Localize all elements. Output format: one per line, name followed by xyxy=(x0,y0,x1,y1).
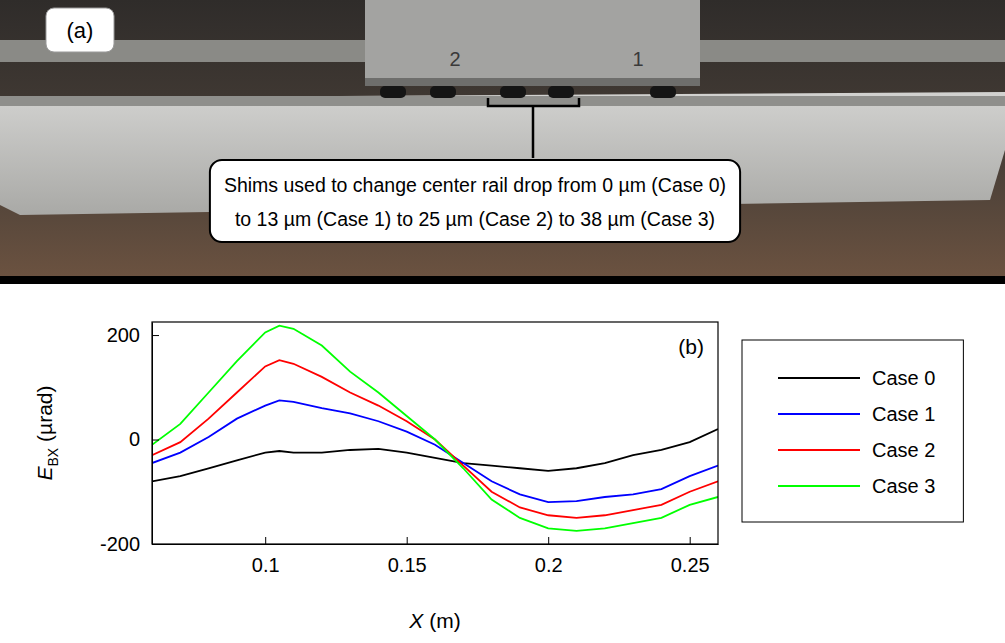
panel-letter: (a) xyxy=(67,18,94,43)
legend-label: Case 1 xyxy=(872,403,935,425)
foot-pad xyxy=(430,86,456,98)
y-tick-mark xyxy=(152,544,159,545)
carriage-edge xyxy=(365,78,700,86)
callout-text: Shims used to change center rail drop fr… xyxy=(224,174,726,196)
y-tick: 0 xyxy=(129,428,159,450)
bracket xyxy=(488,98,579,158)
y-tick-label: -200 xyxy=(100,533,140,555)
x-tick-mark xyxy=(407,537,408,544)
x-tick: 0.1 xyxy=(252,537,280,576)
x-tick: 0.15 xyxy=(388,537,427,576)
panel-a: 2 1 Shims used to change center rail drop … xyxy=(0,0,1005,276)
carriage xyxy=(365,0,700,86)
lines xyxy=(152,326,718,531)
x-tick-mark xyxy=(548,537,549,544)
callout-text: to 13 µm (Case 1) to 25 µm (Case 2) to 3… xyxy=(235,208,715,230)
y-axis-title-part: BX xyxy=(45,447,61,466)
x-tick-label: 0.1 xyxy=(252,554,280,576)
x-tick: 0.25 xyxy=(671,537,710,576)
x-tick-label: 0.15 xyxy=(388,554,427,576)
foot-pad xyxy=(650,86,676,98)
legend-label: Case 0 xyxy=(872,367,935,389)
x-tick-label: 0.2 xyxy=(535,554,563,576)
y-axis-title-part: (µrad) xyxy=(33,386,56,448)
x-axis-title: X (m) xyxy=(408,609,460,632)
x-axis: 0.1 0.15 0.2 0.25 xyxy=(153,537,719,576)
y-tick: 200 xyxy=(107,324,159,346)
y-tick-label: 0 xyxy=(129,428,140,450)
axis-line xyxy=(153,544,719,545)
series-line xyxy=(152,429,718,481)
x-tick-label: 0.25 xyxy=(671,554,710,576)
stage-label: 1 xyxy=(632,48,643,70)
panel-letter: (b) xyxy=(678,335,704,358)
y-tick-mark xyxy=(152,335,159,336)
x-tick: 0.2 xyxy=(535,537,563,576)
foot-pad xyxy=(548,86,574,98)
panel-letter-box xyxy=(46,8,114,52)
foot-pad xyxy=(500,86,526,98)
y-tick-mark xyxy=(152,440,159,441)
legend-swatch xyxy=(778,377,860,379)
series-line xyxy=(152,400,718,502)
legend-swatch xyxy=(778,485,860,487)
legend-swatch xyxy=(778,449,860,451)
axis-line xyxy=(152,323,153,545)
y-axis-title-part: E xyxy=(33,465,56,480)
panel-b: 0.1 0.15 0.2 0.25 -200 0 200 X (m) EBX (µrad) (b)… xyxy=(33,322,963,632)
legend-box xyxy=(742,340,963,522)
series-line xyxy=(152,326,718,531)
separator xyxy=(0,276,1005,284)
photo-background xyxy=(0,0,1005,276)
y-tick-label: 200 xyxy=(107,324,140,346)
legend: Case 0 Case 1 Case 2 Case 3 xyxy=(742,340,963,522)
y-axis: -200 0 200 xyxy=(100,323,159,555)
foot-pad xyxy=(380,86,406,98)
x-axis-title-part: X xyxy=(408,609,424,632)
x-tick-mark xyxy=(265,537,266,544)
legend-label: Case 2 xyxy=(872,439,935,461)
callout-box xyxy=(210,160,740,242)
legend-label: Case 3 xyxy=(872,475,935,497)
rail-shadow xyxy=(0,96,1005,106)
legend-swatch xyxy=(778,413,860,415)
x-tick-mark xyxy=(690,537,691,544)
x-axis-title-part: (m) xyxy=(423,609,460,632)
callout: Shims used to change center rail drop fr… xyxy=(210,160,740,242)
y-axis-title: EBX (µrad) xyxy=(33,386,61,481)
plot-frame xyxy=(152,322,718,544)
y-tick: -200 xyxy=(100,533,159,555)
plot-background xyxy=(152,322,718,544)
stage-label: 2 xyxy=(449,48,460,70)
